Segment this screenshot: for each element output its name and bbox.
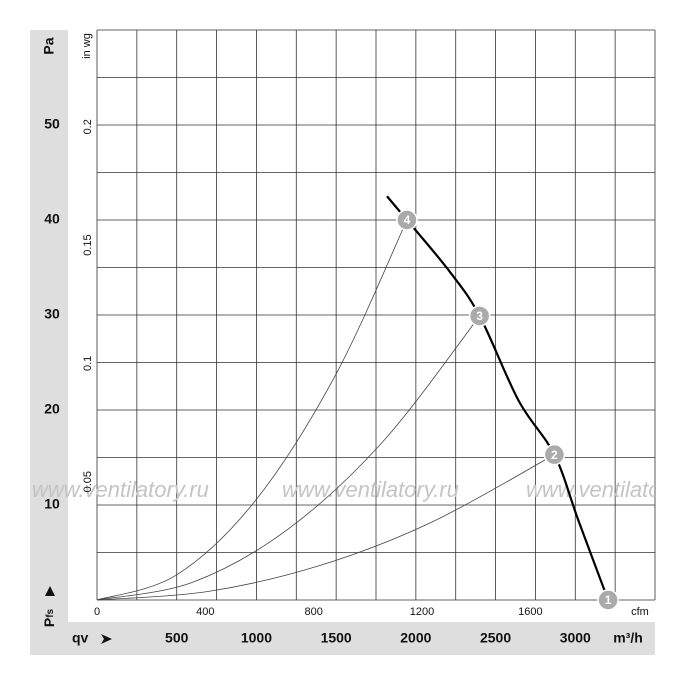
x-tick-label: 2000 [400, 630, 431, 646]
point-marker [597, 589, 619, 611]
y-symbol-sub: fs [45, 608, 56, 617]
point-marker [543, 443, 566, 466]
y-band [30, 30, 68, 655]
point-marker [396, 209, 418, 231]
point-label: 3 [476, 309, 483, 323]
watermark: www.ventilatory.ru [282, 477, 459, 502]
y2-tick-label: 0.15 [82, 234, 94, 255]
point-label: 4 [404, 213, 411, 227]
y-label: Pa [41, 37, 57, 54]
system-curve [96, 454, 555, 601]
y-tick-label: 10 [44, 496, 60, 512]
system-curve [96, 315, 480, 601]
y2-tick-label: 0.2 [82, 119, 94, 134]
y2-label: in wg [81, 33, 93, 59]
x-tick-label: 500 [165, 630, 189, 646]
x2-tick-label: 800 [305, 606, 323, 618]
watermark: www.ventilatory.ru [526, 477, 684, 502]
y-tick-label: 30 [44, 306, 60, 322]
y2-tick-label: 0.1 [82, 356, 94, 371]
x-tick-label: 1000 [241, 630, 272, 646]
x2-tick-label: 0 [94, 606, 100, 618]
fan-curve [386, 195, 610, 601]
point-label: 2 [551, 448, 558, 462]
x2-label: cfm [631, 606, 649, 618]
y-tick-label: 40 [44, 211, 60, 227]
point-label: 1 [605, 593, 612, 607]
x-tick-label: 3000 [560, 630, 591, 646]
x-tick-label: 1500 [321, 630, 352, 646]
y-arrow [45, 586, 55, 596]
watermark: www.ventilatory.ru [32, 477, 209, 502]
y2-tick-label: 0.05 [82, 471, 94, 492]
y-tick-label: 50 [44, 116, 60, 132]
x2-tick-label: 1600 [518, 606, 542, 618]
x2-tick-label: 400 [196, 606, 214, 618]
x-arrow [101, 634, 112, 644]
x-band [30, 622, 655, 655]
y-tick-label: 20 [44, 401, 60, 417]
point-marker [468, 305, 491, 327]
system-curve [96, 219, 408, 601]
x-tick-label: 2500 [480, 630, 511, 646]
x-symbol: qv [72, 630, 89, 646]
y-symbol-main: P [41, 618, 57, 627]
y-symbol: Pfs [41, 608, 57, 627]
x-label: m³/h [613, 630, 643, 646]
x2-tick-label: 1200 [410, 606, 434, 618]
